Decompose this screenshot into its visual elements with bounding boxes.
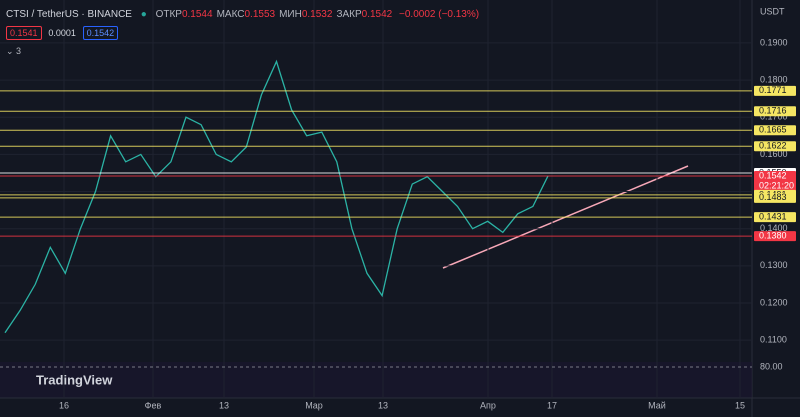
currency: USDT [760, 6, 785, 16]
level-label: 0.1771 [759, 85, 787, 95]
x-tick-label: 17 [547, 400, 557, 410]
ohlc-label: МИН [279, 9, 302, 20]
level-tag [754, 170, 796, 191]
ohlc-value: 0.1532 [301, 9, 333, 20]
y-tick-label: 0.1700 [760, 112, 788, 122]
ohlc: ОТКР0.1544 МАКС0.1553 МИН0.1532 ЗАКР0.1542 [156, 9, 397, 20]
y-tick-label: 0.1300 [760, 260, 788, 270]
level-tag [754, 125, 796, 136]
x-tick-label: 13 [378, 400, 388, 410]
price-axis-bg [752, 0, 800, 417]
level-label: 0.1622 [759, 141, 787, 151]
status-dot: ● [140, 9, 147, 20]
y-tick-label: 0.1100 [760, 335, 787, 345]
level-tag [754, 231, 796, 242]
x-tick-label: 15 [735, 400, 745, 410]
x-tick-label: Фев [145, 400, 162, 410]
level-label: 0.1380 [759, 231, 787, 241]
x-tick-label: 13 [219, 400, 229, 410]
level-label: 0.1431 [759, 212, 787, 222]
price-line [4, 59, 549, 334]
y-tick-label: 0.1800 [760, 74, 788, 84]
level-tag [754, 192, 796, 203]
level-tag [754, 141, 796, 152]
ohlc-value: 0.1544 [181, 9, 213, 20]
level-label: 0.1542 [759, 170, 787, 180]
ohlc-label: МАКС [216, 9, 245, 20]
y-tick-label: 0.1200 [760, 297, 788, 307]
indicators-count: 3 [16, 46, 22, 56]
spread: 0.0001 [48, 28, 76, 38]
quote-row: 0.1541 0.0001 0.1542 [6, 26, 119, 40]
ohlc-value: 0.1542 [361, 9, 393, 20]
level-label: 0.1716 [759, 106, 787, 116]
level-label: 0.1665 [759, 125, 787, 135]
countdown: 02:21:20 [759, 180, 794, 190]
change: −0.0002 (−0.13%) [399, 9, 480, 20]
y-tick-label: 0.1600 [760, 149, 788, 159]
x-tick-label: Май [648, 400, 666, 410]
ohlc-label: ЗАКР [336, 9, 362, 20]
rsi-level-label: 80.00 [760, 361, 783, 371]
level-tag [754, 85, 796, 96]
symbol: CTSI / TetherUS · BINANCE [6, 9, 132, 20]
bid[interactable]: 0.1541 [6, 26, 42, 40]
indicators-row[interactable]: ⌄ 3 [6, 46, 22, 56]
level-tag [754, 106, 796, 117]
ask[interactable]: 0.1542 [82, 26, 119, 40]
brand: TradingView [36, 372, 113, 387]
x-tick-label: 16 [59, 400, 69, 410]
level-label: 0.1483 [759, 192, 787, 202]
x-tick-label: Мар [305, 400, 323, 410]
y-tick-label: 0.1900 [760, 37, 788, 47]
ohlc-value: 0.1553 [244, 9, 276, 20]
level-tag [754, 212, 796, 223]
ohlc-label: ОТКР [155, 9, 182, 20]
y-tick-label: 0.1400 [760, 223, 788, 233]
header-row: CTSI / TetherUS · BINANCE ● ОТКР0.1544 МА… [6, 9, 479, 20]
x-tick-label: Апр [480, 400, 496, 410]
rsi-pane [0, 362, 752, 398]
